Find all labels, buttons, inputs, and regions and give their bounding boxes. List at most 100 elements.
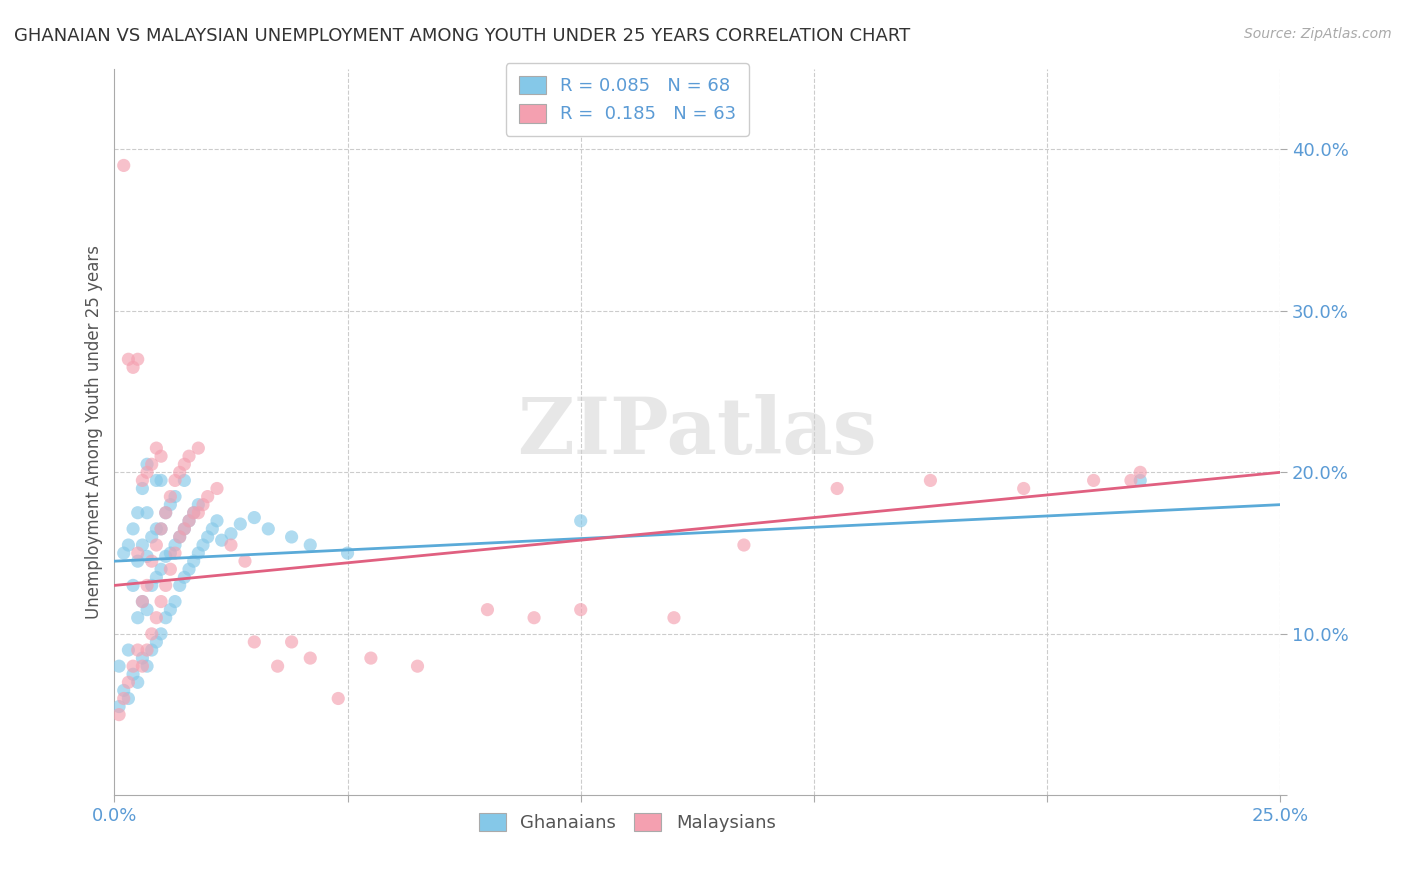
- Point: [112, 546, 135, 560]
- Point: [280, 530, 302, 544]
- Point: [280, 635, 302, 649]
- Point: [131, 482, 153, 496]
- Point: [243, 635, 266, 649]
- Point: [112, 691, 135, 706]
- Point: [191, 538, 214, 552]
- Point: [523, 611, 546, 625]
- Point: [360, 651, 382, 665]
- Point: [328, 691, 350, 706]
- Point: [127, 352, 149, 367]
- Point: [205, 482, 228, 496]
- Point: [477, 602, 499, 616]
- Point: [141, 530, 163, 544]
- Point: [131, 594, 153, 608]
- Point: [243, 510, 266, 524]
- Point: [336, 546, 359, 560]
- Point: [299, 651, 322, 665]
- Point: [155, 611, 177, 625]
- Point: [569, 514, 592, 528]
- Point: [141, 554, 163, 568]
- Point: [150, 627, 173, 641]
- Point: [145, 538, 167, 552]
- Point: [219, 526, 242, 541]
- Point: [145, 474, 167, 488]
- Point: [266, 659, 288, 673]
- Point: [163, 594, 186, 608]
- Point: [131, 474, 153, 488]
- Point: [211, 533, 233, 548]
- Point: [177, 449, 200, 463]
- Point: [219, 538, 242, 552]
- Point: [145, 522, 167, 536]
- Point: [150, 449, 173, 463]
- Point: [122, 360, 145, 375]
- Point: [299, 538, 322, 552]
- Point: [163, 538, 186, 552]
- Point: [145, 635, 167, 649]
- Point: [108, 707, 131, 722]
- Point: [183, 554, 205, 568]
- Point: [197, 490, 219, 504]
- Point: [187, 498, 209, 512]
- Point: [150, 594, 173, 608]
- Point: [145, 570, 167, 584]
- Point: [155, 506, 177, 520]
- Point: [155, 506, 177, 520]
- Point: [257, 522, 280, 536]
- Point: [569, 602, 592, 616]
- Text: ZIPatlas: ZIPatlas: [517, 394, 877, 470]
- Point: [136, 549, 159, 564]
- Point: [117, 352, 139, 367]
- Point: [117, 538, 139, 552]
- Point: [136, 659, 159, 673]
- Point: [825, 482, 848, 496]
- Legend: Ghanaians, Malaysians: Ghanaians, Malaysians: [467, 800, 789, 845]
- Point: [136, 466, 159, 480]
- Point: [187, 441, 209, 455]
- Point: [122, 578, 145, 592]
- Point: [406, 659, 429, 673]
- Point: [136, 602, 159, 616]
- Text: GHANAIAN VS MALAYSIAN UNEMPLOYMENT AMONG YOUTH UNDER 25 YEARS CORRELATION CHART: GHANAIAN VS MALAYSIAN UNEMPLOYMENT AMONG…: [14, 27, 910, 45]
- Point: [117, 691, 139, 706]
- Point: [141, 457, 163, 471]
- Point: [1129, 474, 1152, 488]
- Point: [1129, 466, 1152, 480]
- Point: [169, 578, 191, 592]
- Point: [136, 643, 159, 657]
- Point: [112, 683, 135, 698]
- Point: [169, 530, 191, 544]
- Point: [205, 514, 228, 528]
- Point: [131, 594, 153, 608]
- Point: [150, 562, 173, 576]
- Point: [122, 667, 145, 681]
- Point: [127, 554, 149, 568]
- Point: [173, 474, 195, 488]
- Point: [201, 522, 224, 536]
- Point: [150, 474, 173, 488]
- Point: [141, 643, 163, 657]
- Point: [150, 522, 173, 536]
- Point: [173, 522, 195, 536]
- Point: [173, 457, 195, 471]
- Point: [662, 611, 685, 625]
- Point: [127, 643, 149, 657]
- Point: [177, 514, 200, 528]
- Point: [117, 675, 139, 690]
- Point: [177, 514, 200, 528]
- Point: [136, 506, 159, 520]
- Point: [159, 490, 181, 504]
- Point: [108, 699, 131, 714]
- Point: [163, 474, 186, 488]
- Point: [117, 643, 139, 657]
- Point: [159, 498, 181, 512]
- Point: [131, 538, 153, 552]
- Point: [127, 546, 149, 560]
- Point: [183, 506, 205, 520]
- Point: [122, 659, 145, 673]
- Point: [122, 522, 145, 536]
- Point: [127, 506, 149, 520]
- Point: [112, 158, 135, 172]
- Point: [155, 578, 177, 592]
- Point: [197, 530, 219, 544]
